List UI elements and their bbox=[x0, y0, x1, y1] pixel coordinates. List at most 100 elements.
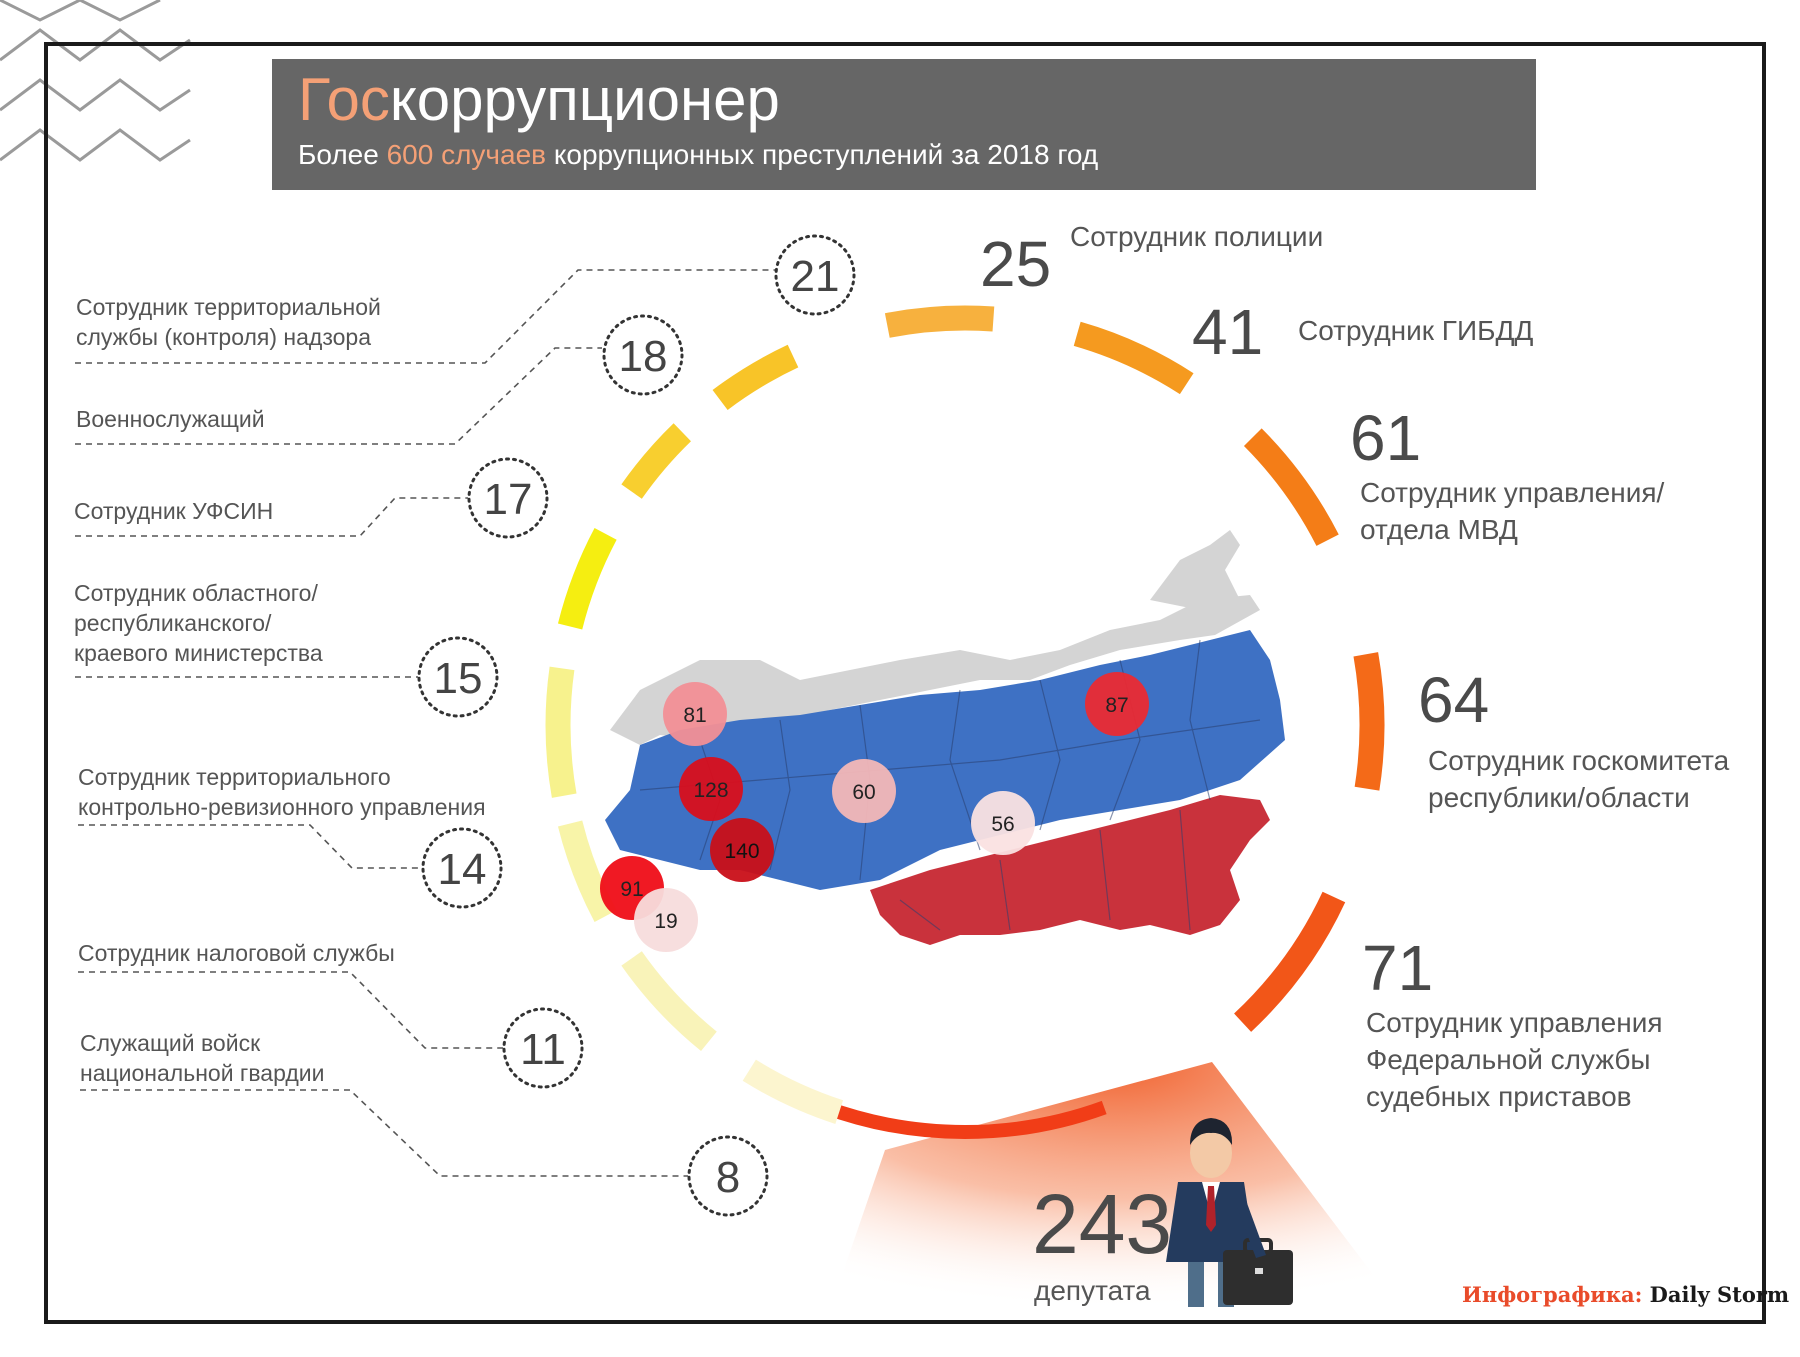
map-marker-128 bbox=[679, 757, 743, 821]
ring-segment-17 bbox=[557, 528, 617, 630]
value-gibdd: 41 bbox=[1192, 296, 1264, 368]
page-subtitle: Более 600 случаев коррупционных преступл… bbox=[298, 139, 1098, 171]
map-marker-label-91: 91 bbox=[620, 878, 643, 901]
ring-segment-61 bbox=[1243, 428, 1339, 546]
map-marker-label-140: 140 bbox=[724, 840, 759, 863]
value-circle-15 bbox=[417, 636, 499, 718]
value-circle-label-17: 17 bbox=[484, 475, 533, 524]
value-circle-label-14: 14 bbox=[438, 845, 487, 894]
label-line: Сотрудник УФСИН bbox=[74, 498, 274, 524]
label-line: Сотрудник территориального bbox=[78, 764, 391, 790]
value-deputies: 243 bbox=[1032, 1177, 1173, 1271]
label-line: Военнослужащий bbox=[76, 406, 265, 432]
map-marker-81 bbox=[663, 682, 727, 746]
label-line: депутата bbox=[1034, 1275, 1151, 1306]
label-line: контрольно-ревизионного управления bbox=[78, 794, 486, 820]
label-line: Сотрудник управления/ bbox=[1360, 477, 1665, 508]
label-line: отдела МВД bbox=[1360, 514, 1518, 545]
title-rest: коррупционер bbox=[389, 66, 780, 133]
value-circle-11 bbox=[502, 1007, 584, 1089]
label-control-audit: Сотрудник территориального контрольно-ре… bbox=[78, 762, 486, 822]
outer-frame bbox=[44, 42, 1766, 1324]
label-line: Служащий войск bbox=[80, 1030, 261, 1056]
label-line: Сотрудник налоговой службы bbox=[78, 940, 395, 966]
value-circle-label-15: 15 bbox=[434, 654, 483, 703]
label-line: Сотрудник ГИБДД bbox=[1298, 315, 1534, 346]
page-title: Госкоррупционер bbox=[298, 65, 780, 134]
ring-segment-243 bbox=[823, 1100, 1107, 1139]
value-circle-21 bbox=[774, 234, 856, 316]
credit-prefix: Инфографика: bbox=[1462, 1282, 1643, 1307]
ring-segment-64 bbox=[1353, 652, 1385, 791]
label-regional-ministry: Сотрудник областного/ республиканского/ … bbox=[74, 578, 323, 668]
label-line: Сотрудник областного/ bbox=[74, 580, 318, 606]
ring-segment-41 bbox=[1073, 321, 1194, 395]
credit: Инфографика: Daily Storm bbox=[1462, 1282, 1789, 1307]
label-line: судебных приставов bbox=[1366, 1081, 1632, 1112]
value-circle-label-11: 11 bbox=[520, 1025, 566, 1074]
ring-segment-71 bbox=[1234, 891, 1346, 1032]
map-grey-north bbox=[610, 595, 1260, 745]
label-deputies: депутата bbox=[1034, 1272, 1151, 1309]
label-territorial-supervision: Сотрудник территориальной службы (контро… bbox=[76, 292, 381, 352]
label-line: национальной гвардии bbox=[80, 1060, 325, 1086]
label-line: республиканского/ bbox=[74, 610, 272, 636]
map-marker-label-56: 56 bbox=[991, 813, 1014, 836]
leader-line-21 bbox=[75, 269, 775, 364]
map-markers: 81 128 140 91 19 60 56 87 bbox=[600, 672, 1149, 952]
leader-line-8 bbox=[80, 1089, 688, 1177]
map-marker-56 bbox=[971, 791, 1035, 855]
value-circle-label-21: 21 bbox=[791, 252, 840, 301]
map-marker-label-81: 81 bbox=[683, 704, 706, 727]
value-police: 25 bbox=[980, 228, 1052, 300]
label-national-guard: Служащий войск национальной гвардии bbox=[80, 1028, 324, 1088]
businessman-icon bbox=[1166, 1118, 1293, 1307]
map-marker-label-19: 19 bbox=[654, 910, 677, 933]
map-marker-140 bbox=[710, 818, 774, 882]
label-line: республики/области bbox=[1428, 782, 1690, 813]
title-accent: Гос bbox=[298, 66, 390, 133]
label-line: краевого министерства bbox=[74, 640, 323, 666]
ring-segment-21 bbox=[712, 344, 799, 411]
ring-segment-8 bbox=[742, 1059, 844, 1124]
label-line: Сотрудник госкомитета bbox=[1428, 745, 1730, 776]
value-circle-18 bbox=[602, 314, 684, 396]
label-police: Сотрудник полиции bbox=[1070, 218, 1323, 255]
map-marker-label-128: 128 bbox=[693, 779, 728, 802]
label-bailiffs: Сотрудник управления Федеральной службы … bbox=[1366, 1004, 1663, 1115]
subtitle-accent: 600 случаев bbox=[386, 139, 547, 170]
map-grey-chukotka bbox=[1150, 530, 1240, 610]
label-military: Военнослужащий bbox=[76, 404, 265, 434]
value-circle-label-18: 18 bbox=[619, 332, 668, 381]
value-mvd: 61 bbox=[1350, 402, 1422, 474]
ring-segment-15 bbox=[545, 666, 577, 798]
value-circle-8 bbox=[687, 1135, 769, 1217]
label-line: Сотрудник полиции bbox=[1070, 221, 1324, 252]
map-marker-label-87: 87 bbox=[1105, 694, 1128, 717]
subtitle-post: коррупционных преступлений за 2018 год bbox=[546, 139, 1099, 170]
ring-segment-18 bbox=[621, 423, 692, 499]
label-tax-service: Сотрудник налоговой службы bbox=[78, 938, 395, 968]
value-goskomitet: 64 bbox=[1418, 664, 1490, 736]
label-line: Сотрудник территориальной bbox=[76, 294, 381, 320]
label-gibdd: Сотрудник ГИБДД bbox=[1298, 312, 1533, 349]
map-marker-87 bbox=[1085, 672, 1149, 736]
map-red-band bbox=[870, 795, 1270, 945]
header-banner: Госкоррупционер Более 600 случаев корруп… bbox=[272, 59, 1536, 190]
label-mvd: Сотрудник управления/ отдела МВД bbox=[1360, 474, 1664, 548]
credit-brand: Daily Storm bbox=[1649, 1282, 1790, 1307]
ring-segments bbox=[545, 305, 1385, 1139]
leader-lines bbox=[75, 269, 775, 1177]
map-marker-19 bbox=[634, 888, 698, 952]
value-circle-17 bbox=[467, 457, 549, 539]
label-line: Федеральной службы bbox=[1366, 1044, 1651, 1075]
value-circle-14 bbox=[421, 827, 503, 909]
leader-line-17 bbox=[75, 497, 468, 537]
ring-segment-14 bbox=[557, 820, 617, 922]
label-goskomitet: Сотрудник госкомитета республики/области bbox=[1428, 742, 1729, 816]
leader-line-14 bbox=[78, 824, 422, 869]
subtitle-pre: Более bbox=[298, 139, 387, 170]
map-marker-label-60: 60 bbox=[852, 781, 875, 804]
label-line: Сотрудник управления bbox=[1366, 1007, 1663, 1038]
